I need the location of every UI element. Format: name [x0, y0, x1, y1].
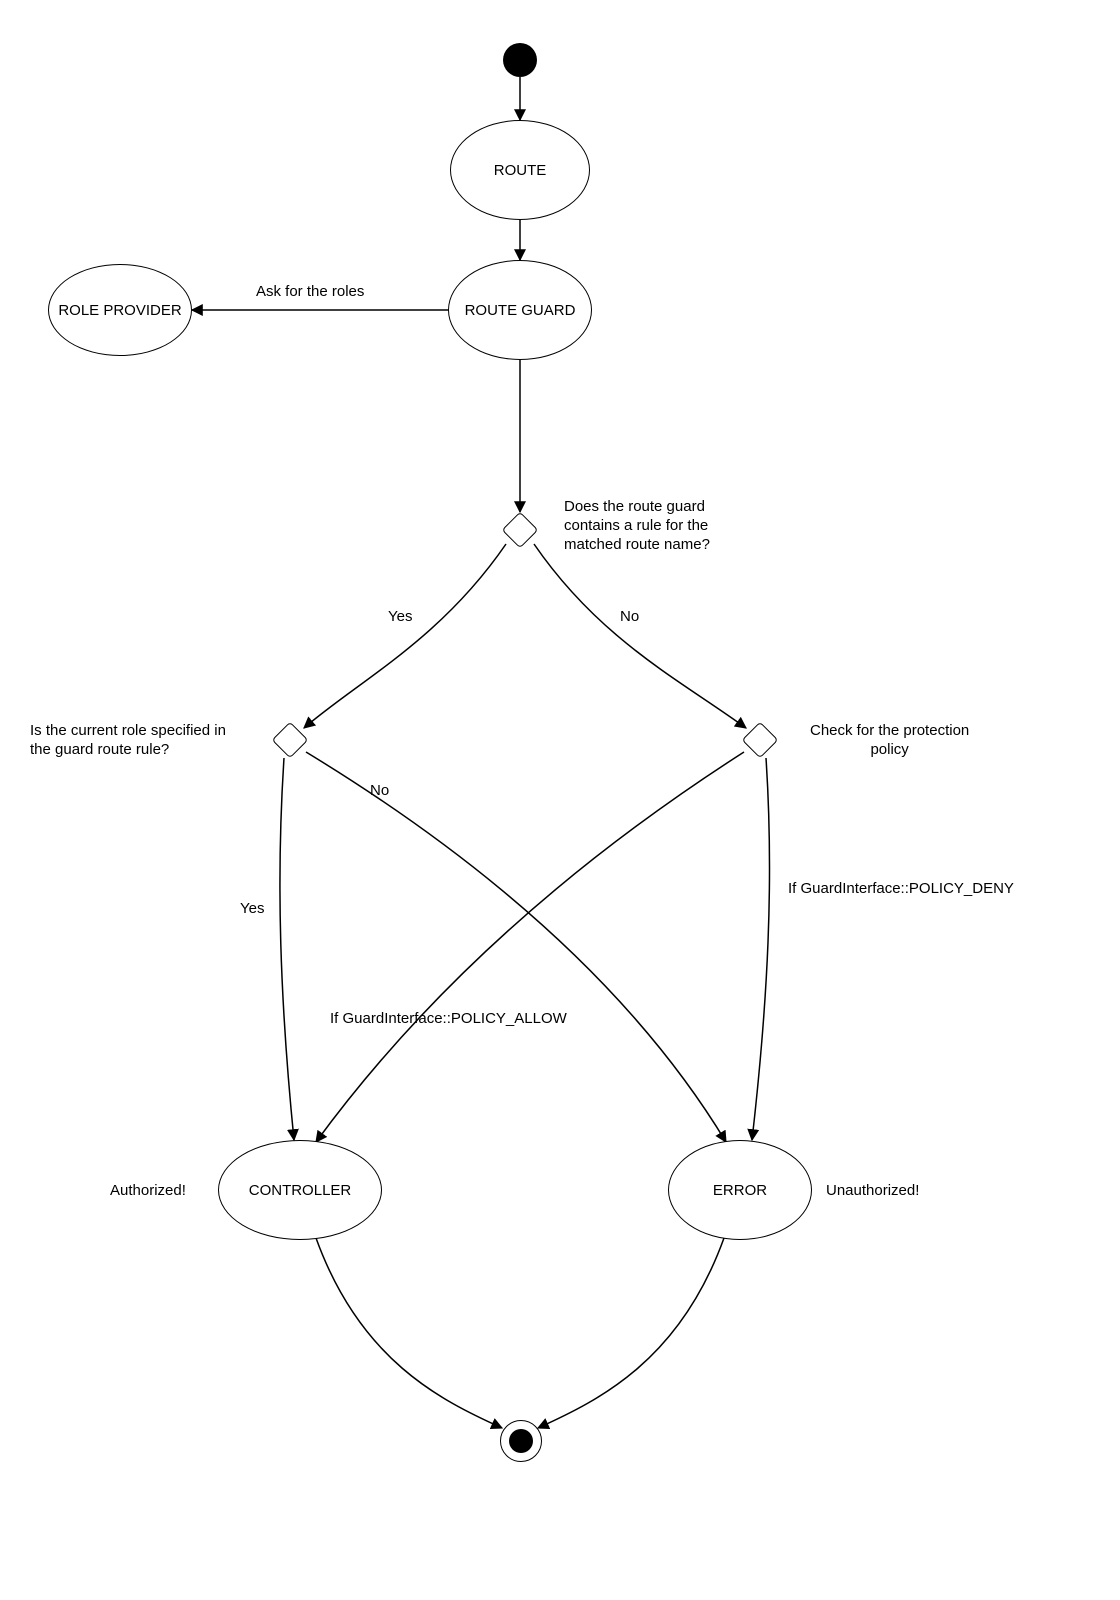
- label-unauthorized: Unauthorized!: [826, 1182, 919, 1201]
- label-d2-question: Is the current role specified in the gua…: [30, 722, 226, 760]
- edge-e_d2_controller: [280, 758, 294, 1140]
- label-no-1: No: [620, 608, 639, 627]
- error-node-label: ERROR: [713, 1182, 767, 1199]
- route-guard-node: ROUTE GUARD: [448, 260, 592, 360]
- flowchart-canvas: ROUTE ROLE PROVIDER ROUTE GUARD CONTROLL…: [0, 0, 1120, 1600]
- edge-e_d3_error: [752, 758, 770, 1140]
- controller-node-label: CONTROLLER: [249, 1182, 352, 1199]
- label-no-2: No: [370, 782, 389, 801]
- edge-e_d1_d3: [534, 544, 746, 728]
- edge-e_error_end: [538, 1238, 724, 1428]
- route-guard-node-label: ROUTE GUARD: [465, 302, 576, 319]
- label-d1-question: Does the route guard contains a rule for…: [564, 498, 710, 554]
- route-node: ROUTE: [450, 120, 590, 220]
- edge-e_d2_error: [306, 752, 726, 1142]
- edge-e_d1_d2: [304, 544, 506, 728]
- label-policy-allow: If GuardInterface::POLICY_ALLOW: [330, 1010, 567, 1029]
- role-provider-node-label: ROLE PROVIDER: [58, 302, 181, 319]
- controller-node: CONTROLLER: [218, 1140, 382, 1240]
- error-node: ERROR: [668, 1140, 812, 1240]
- start-node: [503, 43, 537, 77]
- label-authorized: Authorized!: [110, 1182, 186, 1201]
- label-ask-roles: Ask for the roles: [256, 283, 364, 302]
- end-node: [500, 1420, 542, 1462]
- label-d3-question: Check for the protection policy: [810, 722, 969, 760]
- edge-e_d3_controller: [316, 752, 744, 1142]
- route-node-label: ROUTE: [494, 162, 547, 179]
- label-yes-1: Yes: [388, 608, 412, 627]
- label-policy-deny: If GuardInterface::POLICY_DENY: [788, 880, 1014, 899]
- role-provider-node: ROLE PROVIDER: [48, 264, 192, 356]
- edge-e_controller_end: [316, 1238, 502, 1428]
- label-yes-2: Yes: [240, 900, 264, 919]
- edges-layer: [0, 0, 1120, 1600]
